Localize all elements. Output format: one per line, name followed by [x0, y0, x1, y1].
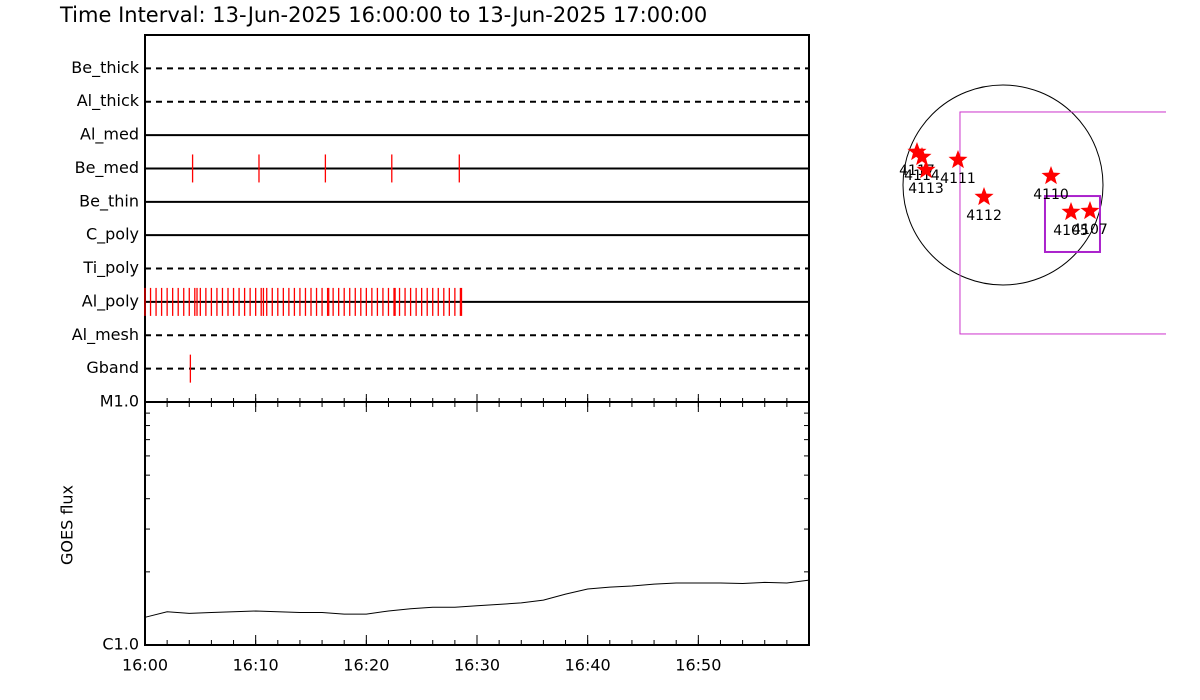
region-star	[974, 187, 994, 206]
x-tick-label: 16:00	[122, 656, 168, 675]
region-star	[948, 150, 968, 169]
region-label: 4107	[1072, 222, 1108, 238]
solar-limb	[902, 84, 1104, 286]
x-tick-label: 16:20	[343, 656, 389, 675]
row-label: Al_thick	[77, 91, 140, 111]
timeline-frame	[144, 34, 810, 403]
y-tick-label: C1.0	[102, 635, 139, 654]
region-star	[1041, 166, 1061, 185]
y-tick-label: M1.0	[100, 392, 139, 411]
row-label: Al_med	[80, 125, 139, 145]
x-tick-label: 16:30	[454, 656, 500, 675]
region-star	[1061, 202, 1081, 221]
region-label: 4110	[1033, 187, 1069, 203]
x-tick-label: 16:50	[675, 656, 721, 675]
goes-frame	[144, 401, 810, 646]
row-label: Be_thin	[79, 191, 139, 211]
row-label: Gband	[86, 358, 139, 377]
region-label: 4113	[908, 181, 944, 197]
fov-box	[959, 111, 1166, 335]
fov-box	[1043, 195, 1101, 253]
region-star	[916, 160, 936, 179]
region-star	[912, 147, 932, 166]
sun-map: 41174114411341114112411041054107	[899, 111, 1166, 335]
x-tick-label: 16:10	[233, 656, 279, 675]
region-label: 4105	[1053, 223, 1089, 239]
region-label: 4112	[966, 208, 1002, 224]
row-label: C_poly	[86, 225, 139, 245]
region-label: 4111	[940, 171, 976, 187]
row-label: Be_med	[75, 158, 139, 178]
row-label: Ti_poly	[82, 258, 139, 278]
region-star	[907, 142, 927, 161]
row-label: Al_poly	[82, 291, 139, 311]
goes-curve	[144, 579, 810, 618]
title: Time Interval: 13-Jun-2025 16:00:00 to 1…	[59, 3, 707, 27]
y-axis-label: GOES flux	[58, 485, 77, 565]
x-tick-label: 16:40	[565, 656, 611, 675]
row-label: Be_thick	[71, 58, 139, 78]
row-label: Al_mesh	[72, 325, 139, 345]
region-star	[1080, 201, 1100, 220]
